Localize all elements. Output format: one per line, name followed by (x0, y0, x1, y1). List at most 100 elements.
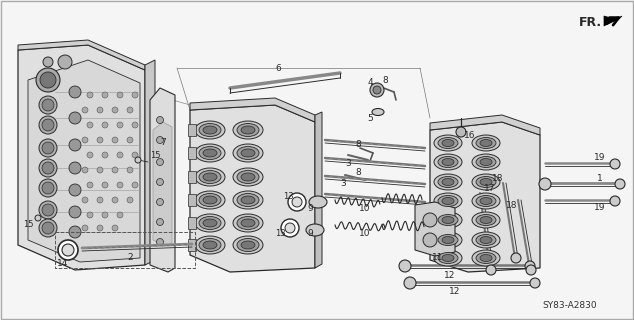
Text: SY83-A2830: SY83-A2830 (543, 300, 597, 309)
Ellipse shape (195, 236, 225, 254)
Ellipse shape (199, 124, 221, 137)
Polygon shape (153, 122, 172, 246)
Text: 9: 9 (307, 204, 313, 212)
Text: 8: 8 (382, 76, 388, 84)
Ellipse shape (472, 193, 500, 209)
Circle shape (404, 277, 416, 289)
Ellipse shape (438, 156, 458, 167)
Ellipse shape (434, 250, 462, 266)
Circle shape (39, 96, 57, 114)
Ellipse shape (203, 241, 217, 249)
Text: 8: 8 (355, 140, 361, 148)
Text: 4: 4 (367, 77, 373, 86)
Circle shape (42, 162, 54, 174)
Circle shape (43, 57, 53, 67)
Text: 2: 2 (127, 253, 133, 262)
Circle shape (42, 142, 54, 154)
Text: 11: 11 (432, 253, 444, 262)
Ellipse shape (199, 147, 221, 159)
Circle shape (112, 197, 118, 203)
Circle shape (157, 179, 164, 186)
Circle shape (87, 182, 93, 188)
Text: 6: 6 (275, 63, 281, 73)
Circle shape (117, 122, 123, 128)
Text: 13: 13 (275, 228, 285, 237)
Circle shape (87, 212, 93, 218)
Circle shape (62, 244, 74, 256)
Circle shape (82, 225, 88, 231)
Circle shape (82, 137, 88, 143)
Circle shape (292, 197, 302, 207)
Polygon shape (145, 60, 155, 265)
Polygon shape (18, 45, 145, 270)
Text: 3: 3 (340, 179, 346, 188)
Circle shape (42, 204, 54, 216)
Circle shape (102, 182, 108, 188)
Circle shape (127, 107, 133, 113)
Circle shape (102, 152, 108, 158)
Ellipse shape (434, 193, 462, 209)
Ellipse shape (442, 140, 454, 147)
Circle shape (97, 225, 103, 231)
Ellipse shape (203, 126, 217, 134)
Ellipse shape (480, 236, 492, 244)
Text: 5: 5 (367, 114, 373, 123)
Ellipse shape (199, 238, 221, 252)
Circle shape (157, 198, 164, 205)
Circle shape (87, 92, 93, 98)
Ellipse shape (480, 179, 492, 186)
Ellipse shape (480, 197, 492, 204)
Circle shape (373, 86, 381, 94)
Text: 18: 18 (492, 173, 504, 182)
Ellipse shape (472, 232, 500, 248)
Bar (188, 217, 196, 229)
Ellipse shape (476, 235, 496, 245)
Polygon shape (415, 202, 455, 256)
Circle shape (69, 112, 81, 124)
Ellipse shape (233, 121, 263, 139)
Circle shape (112, 107, 118, 113)
Text: 10: 10 (359, 204, 371, 212)
Circle shape (69, 206, 81, 218)
Ellipse shape (438, 235, 458, 245)
Circle shape (40, 72, 56, 88)
Ellipse shape (480, 140, 492, 147)
Circle shape (117, 152, 123, 158)
Ellipse shape (438, 196, 458, 206)
Circle shape (117, 212, 123, 218)
Text: 12: 12 (444, 271, 456, 281)
Circle shape (58, 55, 72, 69)
Ellipse shape (241, 241, 255, 249)
Ellipse shape (237, 217, 259, 229)
Ellipse shape (233, 144, 263, 162)
Circle shape (525, 261, 535, 271)
Ellipse shape (472, 154, 500, 170)
Circle shape (530, 278, 540, 288)
Ellipse shape (203, 219, 217, 227)
Circle shape (39, 201, 57, 219)
Circle shape (157, 116, 164, 124)
Ellipse shape (203, 196, 217, 204)
Bar (188, 171, 196, 183)
Circle shape (87, 152, 93, 158)
Circle shape (102, 122, 108, 128)
Circle shape (423, 213, 437, 227)
Circle shape (112, 167, 118, 173)
Circle shape (157, 158, 164, 165)
Circle shape (288, 193, 306, 211)
Text: 13: 13 (283, 191, 294, 201)
Ellipse shape (203, 149, 217, 157)
Ellipse shape (476, 156, 496, 167)
Polygon shape (150, 88, 175, 272)
Ellipse shape (237, 171, 259, 183)
Ellipse shape (233, 168, 263, 186)
Text: 10: 10 (359, 228, 371, 237)
Ellipse shape (438, 138, 458, 148)
Ellipse shape (306, 224, 324, 236)
Polygon shape (430, 115, 540, 135)
Circle shape (370, 83, 384, 97)
Circle shape (132, 92, 138, 98)
Ellipse shape (438, 214, 458, 226)
Circle shape (35, 215, 41, 221)
Circle shape (112, 137, 118, 143)
